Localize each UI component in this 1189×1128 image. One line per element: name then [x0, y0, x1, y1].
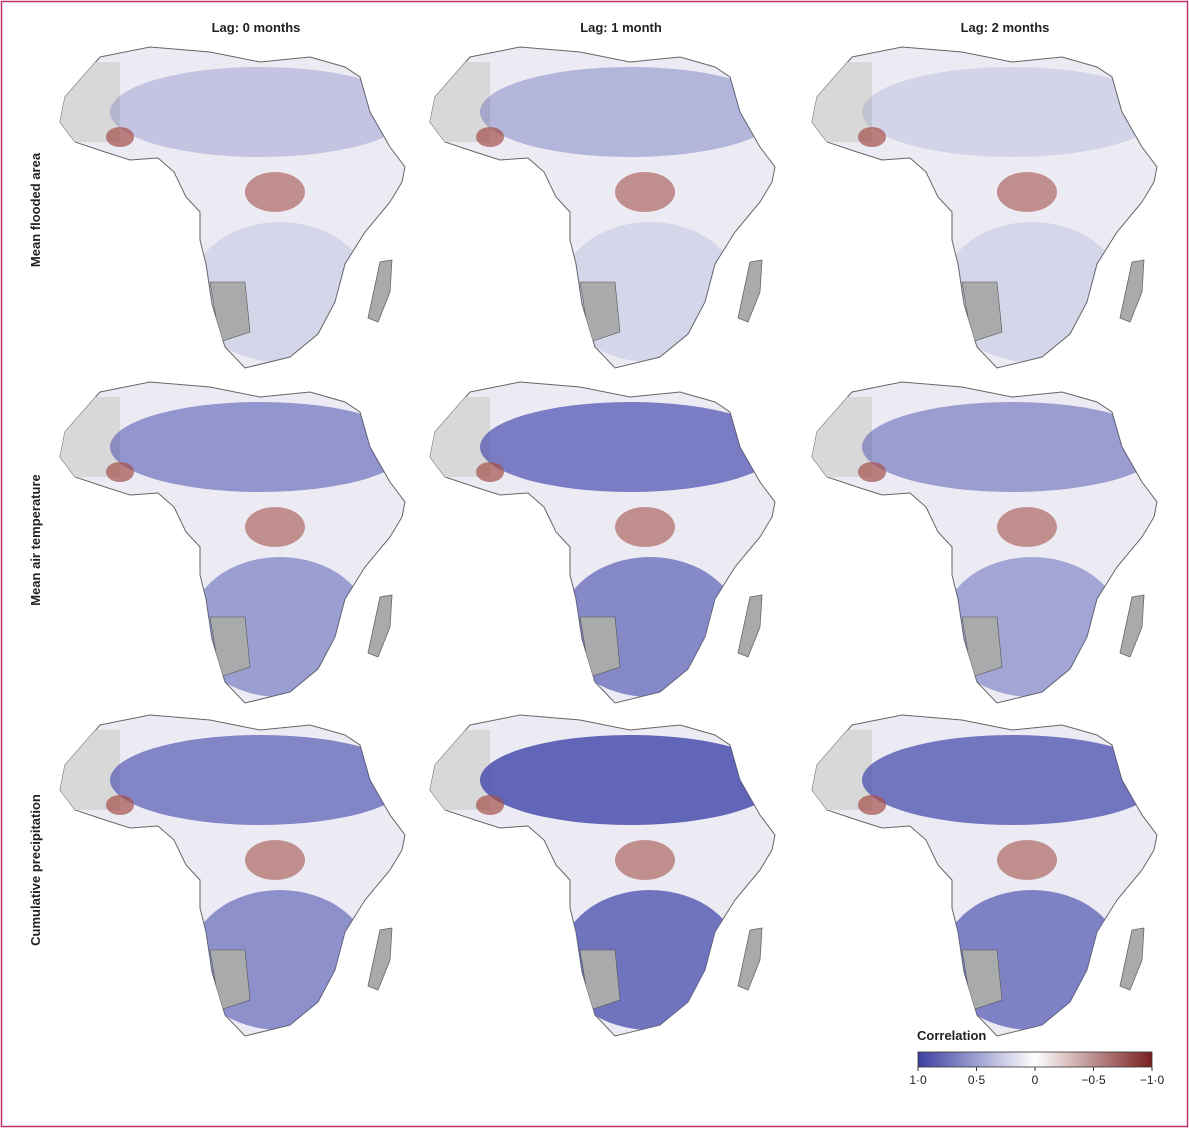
region-red [476, 127, 504, 147]
colorbar-tick-label: 1·0 [909, 1073, 927, 1087]
column-header: Lag: 0 months [212, 20, 301, 35]
region-red [245, 840, 305, 880]
column-header: Lag: 2 months [961, 20, 1050, 35]
gray-country [210, 282, 250, 342]
gray-country [962, 950, 1002, 1010]
region-red [106, 795, 134, 815]
colorbar-tick-label: 0 [1032, 1073, 1039, 1087]
region-red [858, 127, 886, 147]
madagascar [368, 260, 392, 322]
region-red [997, 840, 1057, 880]
row-label: Cumulative precipitation [28, 794, 43, 946]
map-panel [430, 715, 780, 1036]
map-panel [812, 47, 1162, 368]
colorbar-tick-label: 0·5 [968, 1073, 986, 1087]
gray-country [580, 617, 620, 677]
madagascar [1120, 260, 1144, 322]
region-blue [480, 67, 780, 157]
map-panel [60, 382, 410, 703]
region-red [106, 127, 134, 147]
region-red [615, 840, 675, 880]
region-red [476, 462, 504, 482]
madagascar [1120, 595, 1144, 657]
map-panel [430, 47, 780, 368]
region-red [615, 507, 675, 547]
maps [60, 47, 1162, 1036]
colorbar-tick-label: −1·0 [1140, 1073, 1165, 1087]
region-red [476, 795, 504, 815]
colorbar-tick-label: −0·5 [1081, 1073, 1106, 1087]
gray-country [210, 617, 250, 677]
map-panel [430, 382, 780, 703]
region-blue [110, 402, 410, 492]
region-blue [480, 402, 780, 492]
region-red [615, 172, 675, 212]
column-header: Lag: 1 month [580, 20, 662, 35]
row-label: Mean air temperature [28, 474, 43, 606]
region-blue [862, 735, 1162, 825]
region-red [106, 462, 134, 482]
region-blue [862, 67, 1162, 157]
gray-country [962, 617, 1002, 677]
madagascar [738, 595, 762, 657]
figure: Lag: 0 months Lag: 1 month Lag: 2 months… [0, 0, 1189, 1128]
row-label: Mean flooded area [28, 152, 43, 267]
map-panel [60, 715, 410, 1036]
region-red [245, 172, 305, 212]
madagascar [368, 928, 392, 990]
region-blue [110, 67, 410, 157]
region-red [997, 507, 1057, 547]
colorbar [918, 1052, 1152, 1067]
region-red [858, 462, 886, 482]
gray-country [210, 950, 250, 1010]
region-red [858, 795, 886, 815]
page: Lag: 0 months Lag: 1 month Lag: 2 months… [0, 0, 1189, 1128]
gray-country [962, 282, 1002, 342]
madagascar [738, 260, 762, 322]
map-panel [812, 715, 1162, 1036]
region-blue [862, 402, 1162, 492]
gray-country [580, 282, 620, 342]
map-panel [60, 47, 410, 368]
madagascar [738, 928, 762, 990]
region-red [997, 172, 1057, 212]
map-panel [812, 382, 1162, 703]
madagascar [1120, 928, 1144, 990]
region-blue [110, 735, 410, 825]
legend-title: Correlation [917, 1028, 986, 1043]
region-blue [480, 735, 780, 825]
gray-country [580, 950, 620, 1010]
region-red [245, 507, 305, 547]
madagascar [368, 595, 392, 657]
